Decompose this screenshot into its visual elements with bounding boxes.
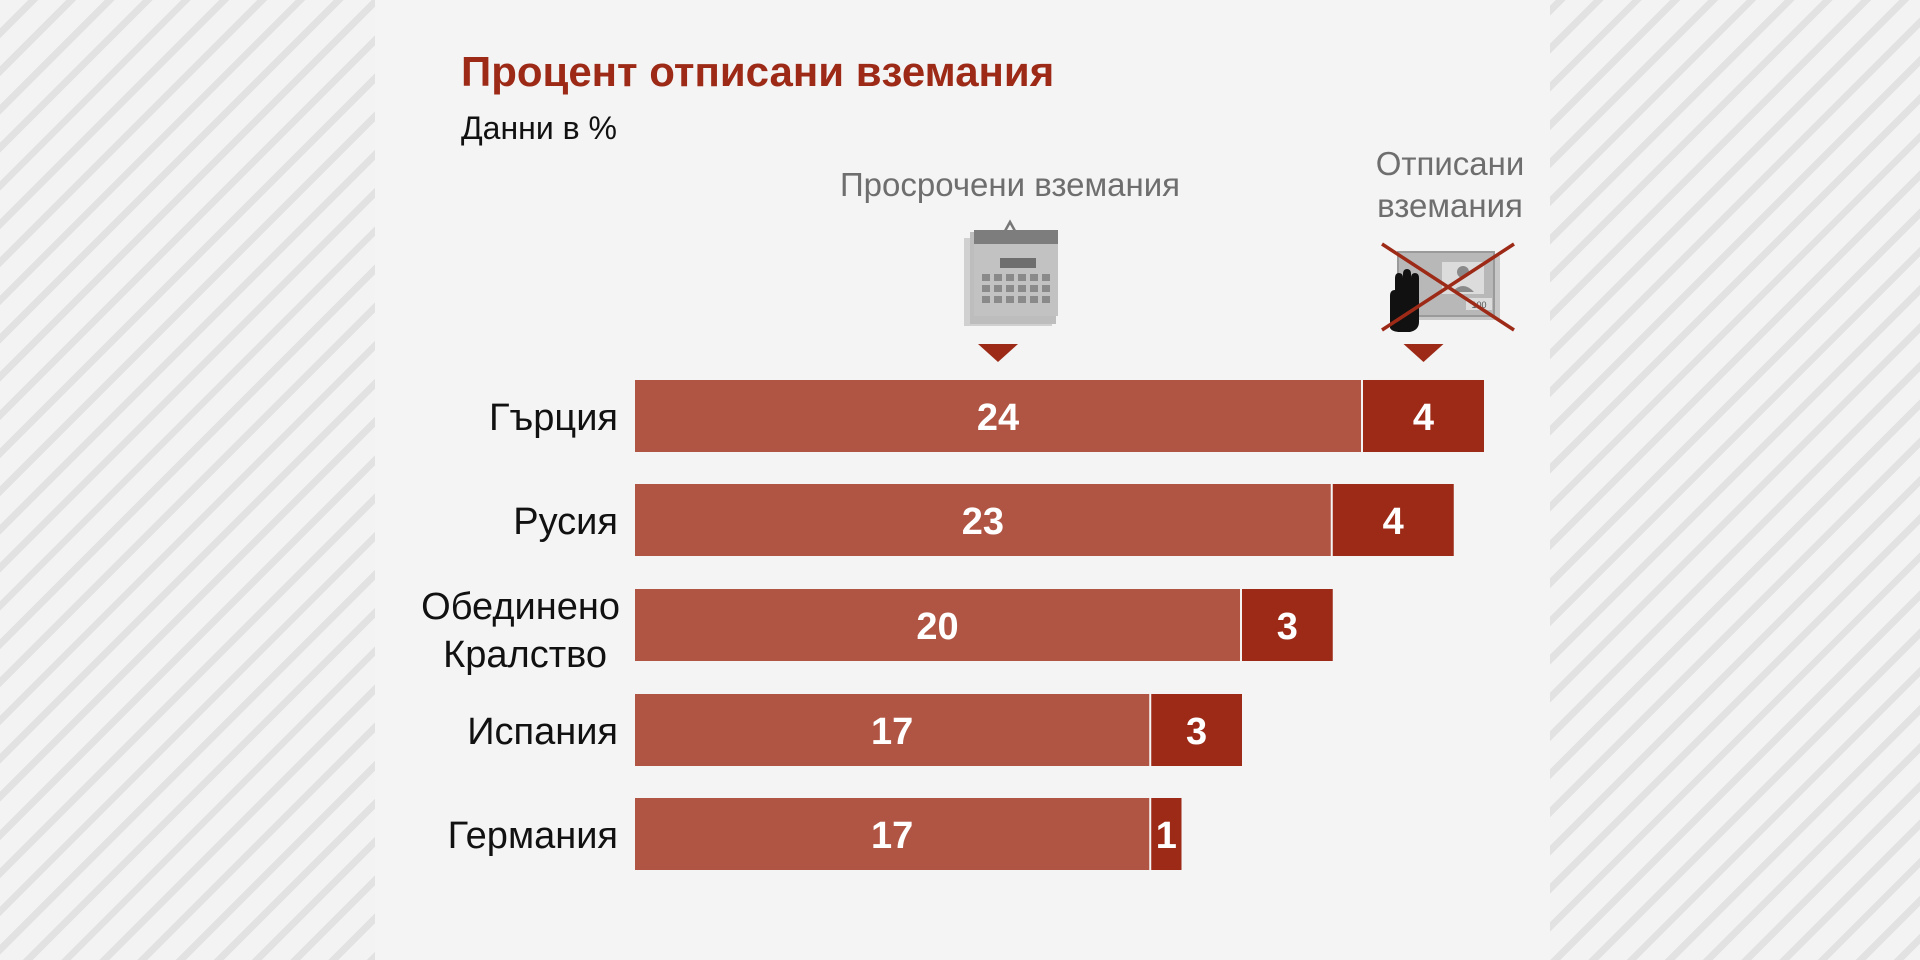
written-off-bar-1 bbox=[1332, 484, 1454, 556]
overdue-value-label-2: 20 bbox=[916, 606, 958, 648]
overdue-value-label-1: 23 bbox=[962, 501, 1004, 543]
overdue-bar-0 bbox=[635, 380, 1361, 452]
written-off-value-label-0: 4 bbox=[1413, 397, 1434, 439]
written-off-value-label-2: 3 bbox=[1277, 606, 1298, 648]
written-off-column-label: Отписани вземания bbox=[1375, 145, 1525, 224]
written-off-bar-0 bbox=[1363, 380, 1484, 452]
chart-title: Процент отписани вземания bbox=[461, 48, 1055, 95]
overdue-bar-3 bbox=[635, 694, 1150, 766]
overdue-bar-1 bbox=[635, 484, 1331, 556]
written-off-bar-2 bbox=[1242, 589, 1333, 661]
overdue-value-label-4: 17 bbox=[871, 815, 913, 857]
overdue-marker-arrow bbox=[978, 344, 1018, 362]
overdue-bar-2 bbox=[635, 589, 1240, 661]
written-off-value-label-1: 4 bbox=[1383, 501, 1404, 543]
written-off-value-label-4: 1 bbox=[1156, 815, 1177, 857]
category-label-1: Русия bbox=[513, 501, 618, 543]
chart-subtitle: Данни в % bbox=[461, 110, 617, 146]
written-off-marker-arrow bbox=[1403, 344, 1444, 362]
crossed-out-invoice-icon: 100 bbox=[1381, 242, 1515, 332]
written-off-bar-4 bbox=[1151, 798, 1182, 870]
overdue-column-label: Просрочени вземания bbox=[839, 166, 1181, 203]
category-label-2: Обединено Кралство bbox=[421, 586, 620, 676]
category-label-4: Германия bbox=[448, 815, 618, 857]
calendar-icon bbox=[964, 219, 1058, 326]
category-label-3: Испания bbox=[467, 711, 618, 753]
category-label-0: Гърция bbox=[489, 397, 618, 439]
written-off-value-label-3: 3 bbox=[1186, 711, 1207, 753]
overdue-value-label-3: 17 bbox=[871, 711, 913, 753]
svg-text:100: 100 bbox=[1471, 300, 1486, 310]
overdue-value-label-0: 24 bbox=[977, 397, 1019, 439]
written-off-bar-3 bbox=[1151, 694, 1242, 766]
overdue-bar-4 bbox=[635, 798, 1150, 870]
